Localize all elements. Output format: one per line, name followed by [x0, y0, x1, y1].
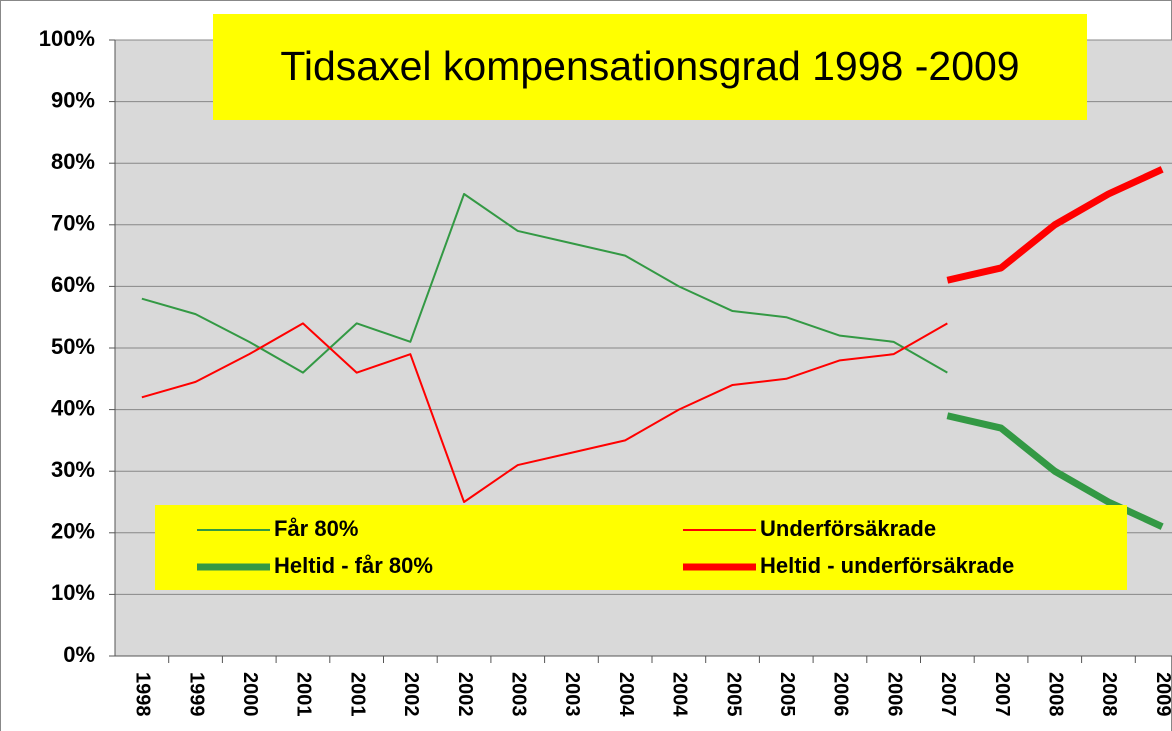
- x-tick-label: 2007: [937, 672, 959, 717]
- x-tick-label: 2002: [454, 672, 476, 717]
- y-tick-label: 0%: [63, 642, 95, 667]
- legend-label: Underförsäkrade: [760, 516, 936, 541]
- y-tick-label: 20%: [51, 519, 95, 544]
- y-tick-label: 10%: [51, 580, 95, 605]
- x-tick-label: 2009: [1152, 672, 1172, 717]
- title-box: [213, 14, 1087, 120]
- x-tick-label: 2006: [830, 672, 852, 717]
- x-tick-label: 2001: [346, 672, 368, 717]
- legend-box: [155, 505, 1127, 590]
- chart-title: Tidsaxel kompensationsgrad 1998 -2009: [280, 43, 1019, 89]
- y-tick-label: 50%: [51, 334, 95, 359]
- x-tick-label: 1998: [132, 672, 154, 717]
- y-tick-label: 90%: [51, 87, 95, 112]
- x-tick-label: 2001: [293, 672, 315, 717]
- y-tick-label: 100%: [39, 26, 95, 51]
- y-tick-label: 40%: [51, 395, 95, 420]
- x-tick-label: 2003: [561, 672, 583, 717]
- series-line: [141, 193, 948, 374]
- y-tick-label: 70%: [51, 211, 95, 236]
- legend-label: Får 80%: [274, 516, 358, 541]
- x-tick-label: 2004: [615, 672, 637, 717]
- x-tick-label: 2005: [776, 672, 798, 717]
- x-tick-label: 2004: [669, 672, 691, 717]
- series-line: [141, 322, 948, 503]
- x-tick-label: 2008: [1098, 672, 1120, 717]
- series-line: [946, 166, 1164, 284]
- x-tick-label: 2002: [400, 672, 422, 717]
- legend-label: Heltid - får 80%: [274, 553, 433, 578]
- x-tick-label: 2007: [991, 672, 1013, 717]
- x-tick-label: 2005: [722, 672, 744, 717]
- y-tick-label: 60%: [51, 272, 95, 297]
- x-tick-label: 2008: [1044, 672, 1066, 717]
- x-tick-label: 1999: [185, 672, 207, 717]
- y-tick-label: 80%: [51, 149, 95, 174]
- x-tick-label: 2006: [883, 672, 905, 717]
- y-tick-label: 30%: [51, 457, 95, 482]
- legend-label: Heltid - underförsäkrade: [760, 553, 1014, 578]
- x-tick-label: 2000: [239, 672, 261, 717]
- x-tick-label: 2003: [507, 672, 529, 717]
